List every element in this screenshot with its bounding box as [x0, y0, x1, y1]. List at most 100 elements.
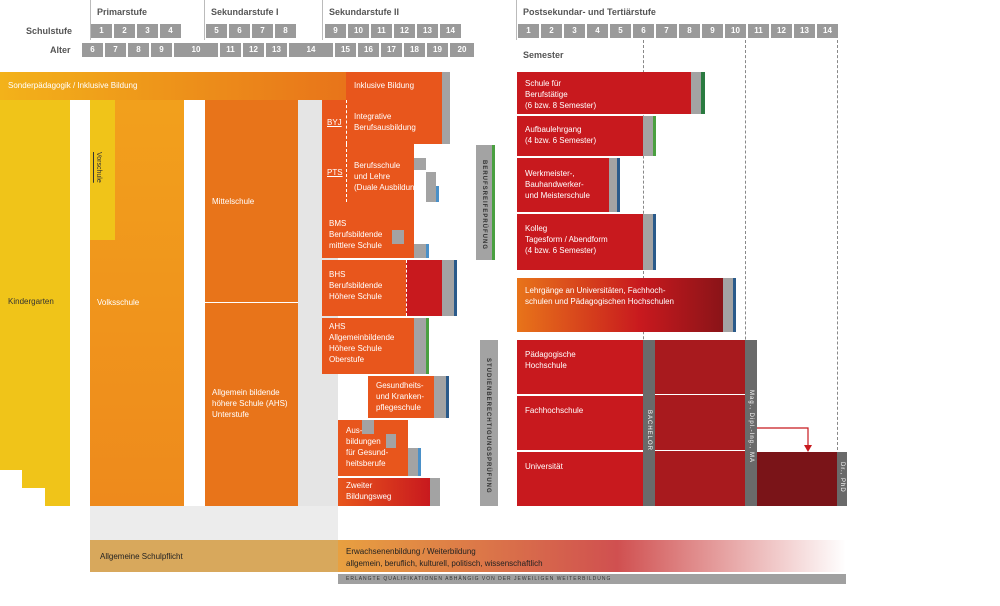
erwachsenenbildung-bar — [338, 540, 846, 572]
stage-title-sek2: Sekundarstufe II — [329, 7, 400, 17]
werkmeister-block — [517, 158, 609, 212]
semester-cell: 1 — [518, 24, 539, 38]
gesundheit-block — [368, 376, 434, 418]
bhs-label: BHS Berufsbildende Höhere Schule — [329, 270, 383, 301]
age-cell: 15 — [335, 43, 356, 57]
berufsschule-accent — [436, 186, 439, 202]
ahs-oberstufe-accent — [426, 318, 429, 374]
bms-accent — [426, 244, 429, 258]
kindergarten-step — [45, 488, 70, 506]
erwachsenenbildung-sub: allgemein, beruflich, kulturell, politis… — [346, 559, 543, 568]
master-block — [655, 340, 745, 506]
lehrgaenge-gray — [723, 278, 733, 332]
lehrgaenge-label: Lehrgänge an Universitäten, Fachhoch- sc… — [525, 286, 674, 306]
kolleg-block — [517, 214, 643, 270]
guide-line — [837, 40, 838, 450]
sonderpaedagogik-label: Sonderpädagogik / Inklusive Bildung — [8, 81, 138, 90]
zweiter-bildungsweg-label: Zweiter Bildungsweg — [346, 481, 392, 501]
age-cell: 20 — [450, 43, 474, 57]
zweiter-bildungsweg-gray — [430, 478, 440, 506]
integrative-gray — [442, 100, 450, 144]
inklusive-label: Inklusive Bildung — [354, 81, 415, 90]
bachelor-bar — [643, 340, 655, 506]
kindergarten-block — [0, 100, 70, 470]
aufbaulehrgang-gray — [643, 116, 653, 156]
ausbildungen-accent — [418, 448, 421, 476]
bms-gray — [414, 244, 426, 258]
schulstufe-cell: 2 — [114, 24, 135, 38]
berufstaetige-block — [517, 72, 691, 114]
integrative-label: Integrative Berufsausbildung — [354, 112, 416, 132]
semester-cell: 14 — [817, 24, 838, 38]
kolleg-gray — [643, 214, 653, 270]
age-cell: 14 — [289, 43, 333, 57]
alter-label: Alter — [50, 45, 71, 55]
studienberechtigung-bar — [480, 340, 498, 506]
paedagogische-hochschule-block — [517, 340, 643, 394]
kolleg-accent — [653, 214, 656, 270]
master-bar — [745, 340, 757, 506]
werkmeister-label: Werkmeister-, Bauhandwerker- und Meister… — [525, 169, 590, 200]
age-cell: 17 — [381, 43, 402, 57]
berufstaetige-gray — [691, 72, 701, 114]
schulstufe-cell: 13 — [417, 24, 438, 38]
kindergarten-step — [22, 470, 70, 488]
schulstufe-cell: 7 — [252, 24, 273, 38]
schulpflicht-bg — [90, 506, 338, 540]
schulstufe-cell: 11 — [371, 24, 392, 38]
doctor-label: Dr., PhD — [839, 462, 845, 493]
lehrgaenge-block — [517, 278, 723, 332]
ahs-unterstufe-label: Allgemein bildende höhere Schule (AHS) U… — [212, 388, 288, 419]
berufsschule-label: Berufsschule und Lehre (Duale Ausbildung… — [354, 161, 422, 192]
gesundheit-accent — [446, 376, 449, 418]
sonderpaedagogik-bar — [0, 72, 346, 100]
universitaet-label: Universität — [525, 462, 563, 471]
erwachsenenbildung-label: Erwachsenenbildung / Weiterbildung — [346, 547, 476, 556]
semester-label: Semester — [523, 50, 564, 60]
guide-line — [643, 40, 644, 500]
master-divider — [655, 394, 745, 395]
aufbaulehrgang-accent — [653, 116, 656, 156]
studienberechtigung-label: STUDIENBERECHTIGUNGSPRÜFUNG — [485, 358, 491, 494]
divider — [204, 0, 205, 40]
schulpflicht-label: Allgemeine Schulpflicht — [100, 552, 183, 561]
bhs-block — [322, 260, 406, 316]
inklusive-block — [346, 72, 442, 100]
bms-gray — [392, 230, 404, 244]
schulstufe-label: Schulstufe — [26, 26, 73, 36]
ausbildungen-gray — [408, 448, 418, 476]
vorschule-label: Vorschule — [95, 152, 102, 183]
weiterbildung-footnote: ERLANGTE QUALIFIKATIONEN ABHÄNGIG VON DE… — [338, 574, 846, 584]
berufstaetige-label: Schule für Berufstätige (6 bzw. 8 Semest… — [525, 79, 597, 110]
werkmeister-accent — [617, 158, 620, 212]
semester-cell: 12 — [771, 24, 792, 38]
age-cell: 6 — [82, 43, 103, 57]
stage-title-primar: Primarstufe — [97, 7, 148, 17]
inklusive-gray — [442, 72, 450, 100]
schulstufe-cell: 1 — [91, 24, 112, 38]
universitaet-block — [517, 452, 643, 506]
aufbaulehrgang-label: Aufbaulehrgang (4 bzw. 6 Semester) — [525, 125, 597, 145]
zweiter-bildungsweg-block — [338, 478, 430, 506]
integrative-block — [346, 100, 442, 144]
semester-cell: 3 — [564, 24, 585, 38]
fachhochschule-block — [517, 396, 643, 450]
schulstufe-cell: 5 — [206, 24, 227, 38]
age-cell: 13 — [266, 43, 287, 57]
guide-line — [745, 40, 746, 450]
doctor-bar — [837, 452, 847, 506]
berufsschule-gray — [426, 172, 436, 202]
pts-label: PTS — [327, 168, 343, 177]
master-divider — [655, 450, 745, 451]
schulstufe-cell: 9 — [325, 24, 346, 38]
arrow-icon — [757, 427, 812, 452]
semester-cell: 9 — [702, 24, 723, 38]
ausbildungen-gray — [386, 434, 396, 448]
berufsschule-block — [346, 144, 414, 202]
doctor-block — [757, 452, 837, 506]
stage-title-tertiaer: Postsekundar- und Tertiärstufe — [523, 7, 656, 17]
age-cell: 8 — [128, 43, 149, 57]
ausbildungen-label: Aus- bildungen für Gesund- heitsberufe — [346, 426, 389, 468]
schulstufe-cell: 4 — [160, 24, 181, 38]
gesundheit-label: Gesundheits- und Kranken- pflegeschule — [376, 381, 425, 412]
